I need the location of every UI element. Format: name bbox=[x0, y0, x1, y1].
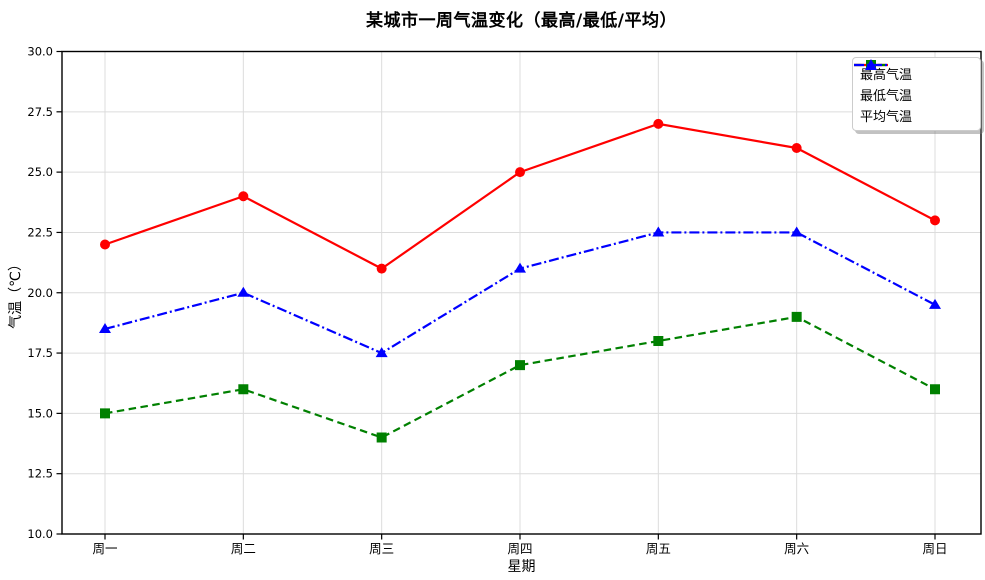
series-平均气温-marker-triangle bbox=[99, 322, 111, 333]
series-最高气温-marker-circle bbox=[930, 215, 940, 226]
y-tick-label: 17.5 bbox=[27, 346, 53, 360]
series-最低气温-marker-square bbox=[100, 408, 110, 419]
series-最高气温-marker-circle bbox=[238, 191, 249, 202]
triangle-marker-icon bbox=[865, 59, 877, 70]
legend-line-sample bbox=[854, 59, 888, 70]
legend: 最高气温最低气温平均气温 bbox=[852, 57, 981, 131]
series-平均气温-marker-triangle bbox=[237, 286, 250, 297]
legend-item-平均气温: 平均气温 bbox=[854, 59, 972, 125]
series-最高气温-marker-circle bbox=[376, 263, 387, 274]
x-tick-label: 周四 bbox=[507, 541, 532, 556]
series-最低气温-marker-square bbox=[376, 432, 387, 443]
y-tick-label: 27.5 bbox=[27, 105, 53, 119]
series-最低气温-marker-square bbox=[930, 384, 940, 395]
y-tick-label: 15.0 bbox=[27, 406, 53, 420]
series-最低气温-marker-square bbox=[238, 384, 249, 395]
series-平均气温-marker-triangle bbox=[375, 347, 388, 358]
series-平均气温-marker-triangle bbox=[929, 298, 941, 309]
series-最高气温-marker-circle bbox=[100, 239, 110, 250]
x-tick-label: 周二 bbox=[231, 541, 256, 556]
series-最高气温-marker-circle bbox=[515, 167, 525, 178]
series-平均气温-marker-triangle bbox=[514, 262, 526, 273]
x-tick-label: 周六 bbox=[784, 541, 809, 556]
legend-label: 最高气温 bbox=[860, 67, 913, 83]
legend-item-最低气温: 最低气温 bbox=[854, 60, 972, 104]
legend-label: 最低气温 bbox=[860, 88, 913, 104]
x-tick-label: 周五 bbox=[646, 541, 671, 556]
y-tick-label: 25.0 bbox=[27, 165, 53, 179]
y-axis-label-container: 气温（℃） bbox=[0, 51, 30, 534]
x-axis-label: 星期 bbox=[507, 559, 536, 575]
legend-label: 平均气温 bbox=[860, 109, 913, 125]
series-平均气温-marker-triangle bbox=[790, 226, 803, 237]
series-最高气温-marker-circle bbox=[653, 118, 664, 129]
series-最低气温-marker-square bbox=[791, 311, 802, 322]
y-tick-label: 12.5 bbox=[27, 467, 53, 481]
series-最低气温-marker-square bbox=[515, 360, 525, 371]
series-最高气温-marker-circle bbox=[791, 143, 802, 153]
y-axis-label: 气温（℃） bbox=[8, 256, 25, 329]
chart-title: 某城市一周气温变化（最高/最低/平均） bbox=[366, 11, 677, 31]
series-平均气温-marker-triangle bbox=[652, 226, 665, 237]
x-tick-label: 周日 bbox=[922, 541, 947, 556]
series-最低气温-marker-square bbox=[653, 336, 664, 346]
y-tick-label: 22.5 bbox=[27, 225, 53, 239]
x-tick-label: 周三 bbox=[369, 541, 394, 556]
x-tick-label: 周一 bbox=[92, 541, 117, 556]
y-tick-label: 20.0 bbox=[27, 286, 53, 300]
y-tick-label: 10.0 bbox=[27, 527, 53, 541]
y-tick-label: 30.0 bbox=[27, 45, 53, 59]
